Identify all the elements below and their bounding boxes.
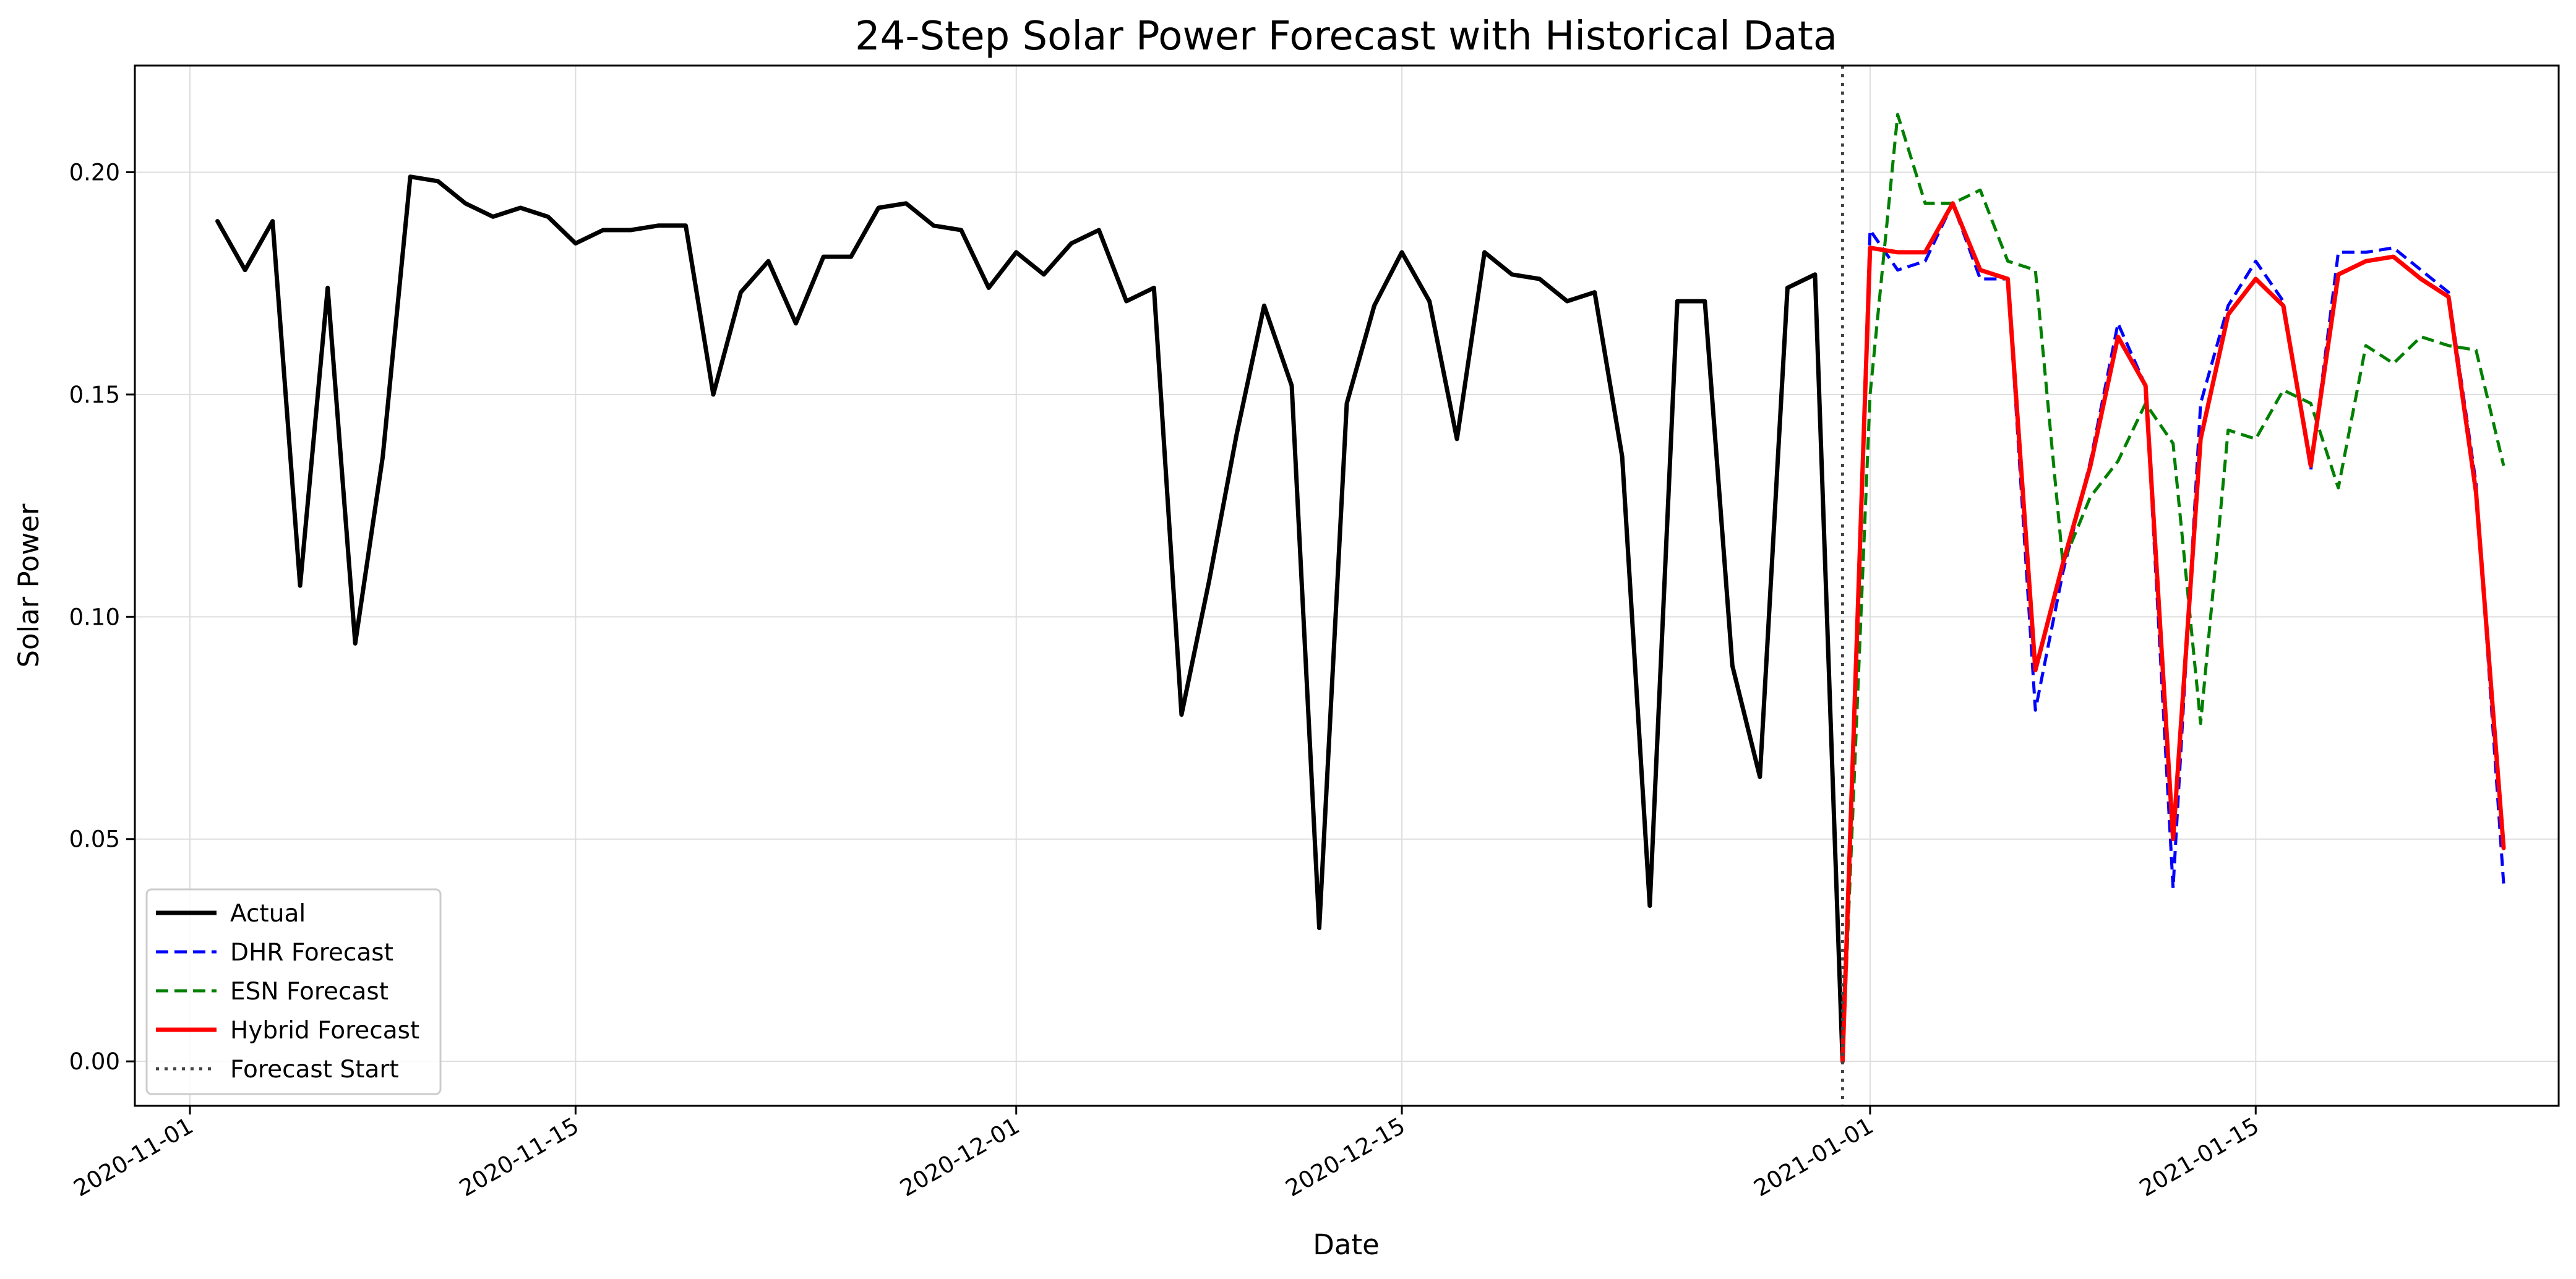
legend-label: Actual [230,900,306,928]
y-tick-label: 0.10 [69,604,120,630]
series-lines [215,113,2506,1064]
plot-area-frame [134,64,2560,1107]
grid [135,66,2559,1106]
y-tick-label: 0.05 [69,826,120,853]
y-tick-label: 0.15 [69,382,120,408]
x-axis-label: Date [1313,1228,1380,1261]
legend-label: Hybrid Forecast [230,1017,419,1045]
legend-label: Forecast Start [230,1056,399,1084]
y-axis-label: Solar Power [12,503,45,668]
y-axis-ticks: 0.00 0.05 0.10 0.15 0.20 [69,160,135,1075]
y-tick-label: 0.00 [69,1048,120,1075]
series-line-actual [215,174,1845,1064]
series-line-hybrid-forecast [1840,201,2506,1064]
y-tick-label: 0.20 [69,160,120,186]
legend-label: DHR Forecast [230,939,393,967]
chart-title: 24-Step Solar Power Forecast with Histor… [855,14,1837,59]
legend-label: ESN Forecast [230,978,389,1006]
legend-box [145,888,442,1095]
legend: Actual DHR Forecast ESN Forecast Hybrid For… [145,888,442,1095]
